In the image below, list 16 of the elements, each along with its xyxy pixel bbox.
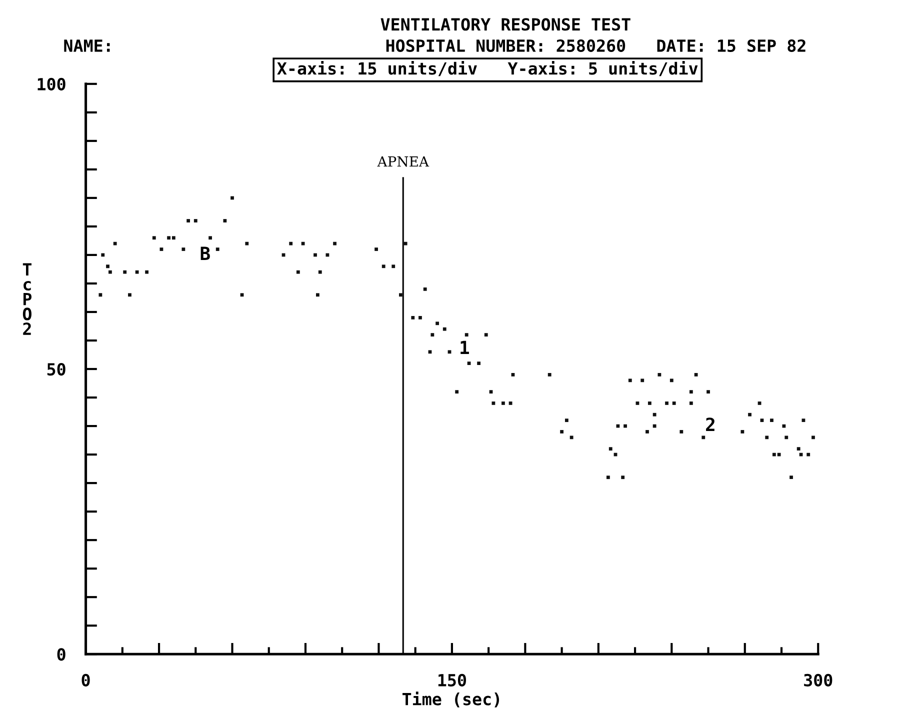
annotation: 2 xyxy=(706,418,714,432)
x-tick-label: 150 xyxy=(438,674,466,686)
x-tick-label: 0 xyxy=(82,674,90,686)
x-tick-label: 300 xyxy=(804,674,832,686)
y-tick-label: 100 xyxy=(38,78,66,90)
y-tick-label: 0 xyxy=(57,648,66,661)
x-axis-title: Time (sec) xyxy=(402,692,500,708)
chart-subtitle: HOSPITAL NUMBER: 2580260 DATE: 15 SEP 82 xyxy=(386,39,806,52)
annotation: 1 xyxy=(460,340,469,354)
annotation: B xyxy=(200,246,210,260)
ref-line-label: APNEA xyxy=(377,156,430,167)
y-tick-label: 50 xyxy=(47,362,66,376)
chart-title: VENTILATORY RESPONSE TEST xyxy=(380,18,630,31)
y-axis-title: TcPO2 xyxy=(22,263,32,335)
text: X-axis: 15 units/div Y-axis: 5 units/div xyxy=(277,60,698,76)
text: NAME: xyxy=(64,40,110,52)
